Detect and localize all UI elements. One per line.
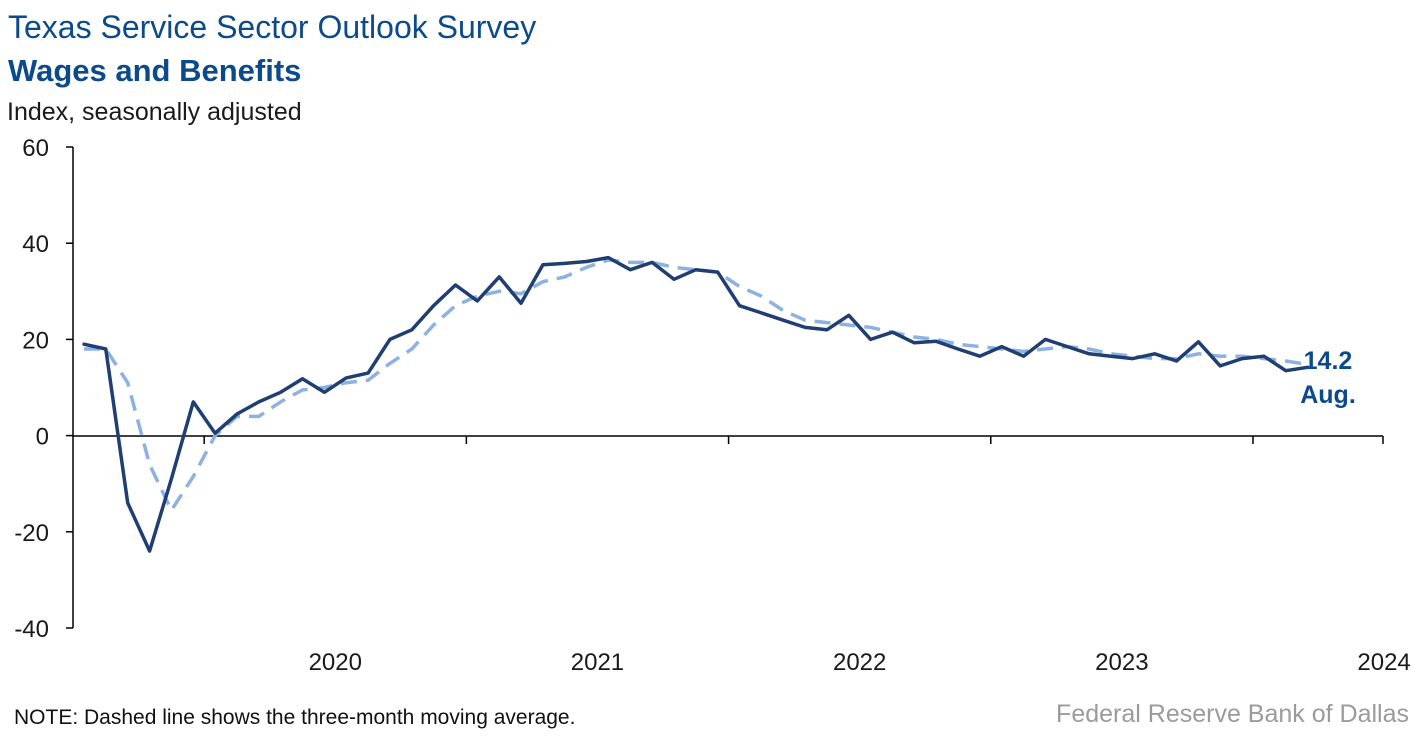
x-tick-label: 2021: [571, 649, 624, 676]
y-tick-label: 0: [36, 424, 49, 451]
source-credit: Federal Reserve Bank of Dallas: [1056, 700, 1409, 728]
x-tick-label: 2023: [1095, 649, 1148, 676]
x-tick-label: 2022: [833, 649, 886, 676]
moving-average-series: [84, 258, 1308, 512]
y-axis-units-label: Index, seasonally adjusted: [7, 98, 302, 126]
y-tick-label: 60: [22, 135, 49, 162]
y-tick-label: 40: [22, 231, 49, 258]
last-value-label: 14.2: [1304, 347, 1353, 375]
x-tick-label: 2024: [1357, 649, 1410, 676]
axes: -40 -20 0 20 40 60 2020 2021 2022 2023 2024: [14, 135, 1410, 676]
index-line: [82, 255, 1310, 553]
y-tick-label: 20: [22, 327, 49, 354]
x-tick-label: 2020: [309, 649, 362, 676]
chart-title: Texas Service Sector Outlook Survey: [8, 9, 537, 45]
y-tick-label: -20: [14, 520, 49, 547]
end-labels: 14.2 Aug.: [1300, 347, 1356, 409]
footnote: NOTE: Dashed line shows the three-month …: [14, 706, 576, 729]
index-series: [82, 255, 1310, 553]
chart-subtitle: Wages and Benefits: [8, 53, 302, 88]
moving-average-line: [84, 258, 1308, 512]
y-tick-label: -40: [14, 616, 49, 643]
last-month-label: Aug.: [1300, 381, 1356, 409]
